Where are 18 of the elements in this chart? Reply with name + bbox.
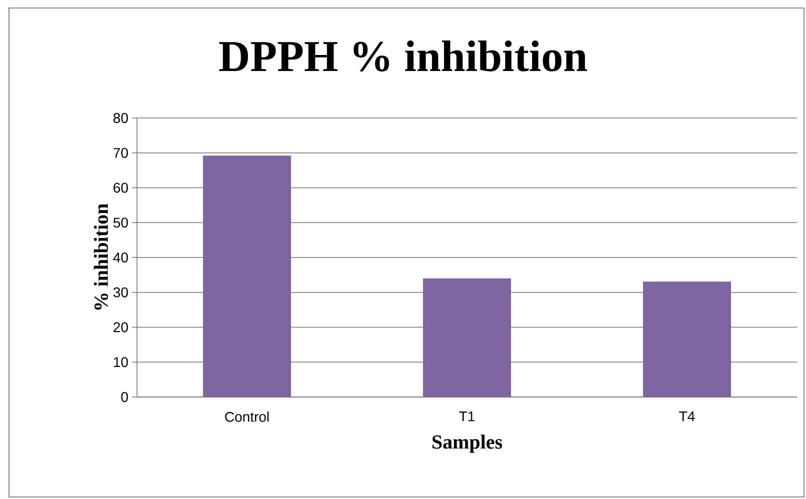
- y-axis-title: % inhibition: [94, 204, 108, 310]
- chart-title: DPPH % inhibition: [219, 40, 587, 72]
- x-axis-title: Samples: [432, 434, 502, 453]
- y-tick-label: 20: [114, 322, 128, 332]
- bar: [643, 282, 732, 397]
- bar: [423, 278, 512, 397]
- x-tick-label: T4: [679, 412, 695, 422]
- y-tick-label: 0: [121, 392, 128, 402]
- x-tick-label: T1: [459, 412, 474, 422]
- y-tick-label: 60: [114, 182, 128, 193]
- y-tick-label: 10: [114, 357, 128, 368]
- bar: [203, 156, 291, 397]
- y-tick-label: 70: [114, 148, 128, 158]
- x-tick-label: Control: [225, 412, 269, 422]
- y-tick-label: 80: [114, 113, 128, 123]
- y-tick-label: 50: [113, 218, 128, 228]
- y-tick-label: 30: [113, 287, 128, 298]
- y-tick-label: 40: [113, 252, 128, 262]
